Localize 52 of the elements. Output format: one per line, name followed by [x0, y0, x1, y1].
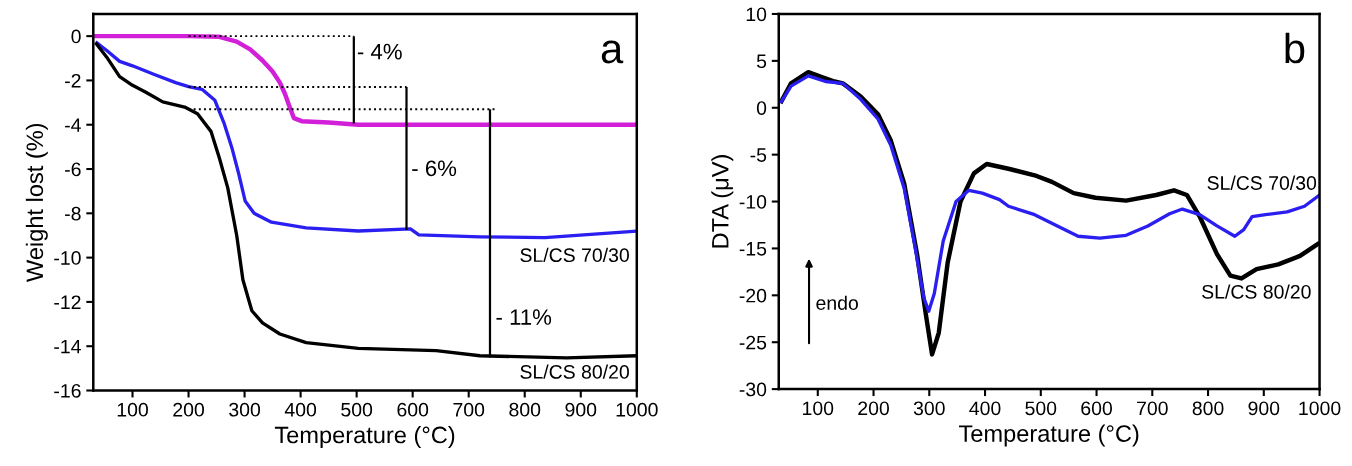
- x-tick-label: 600: [1081, 401, 1112, 416]
- annotation: - 4%: [357, 43, 402, 60]
- x-tick-label: 600: [397, 402, 429, 417]
- x-tick-label: 700: [453, 402, 485, 417]
- y-tick-label: -20: [739, 288, 767, 303]
- x-tick-label: 900: [1248, 401, 1280, 416]
- x-tick-label: 300: [229, 402, 261, 417]
- x-tick-label: 200: [173, 402, 204, 417]
- annotation: a: [601, 40, 624, 64]
- y-tick-label: -15: [739, 242, 767, 256]
- y-axis-title: DTA (μV): [711, 155, 734, 248]
- y-tick-label: -16: [54, 383, 81, 398]
- y-tick-label: -14: [54, 339, 81, 354]
- x-tick-label: 100: [117, 402, 148, 417]
- y-tick-label: -10: [54, 251, 81, 265]
- series-label: SL/CS 80/20: [520, 364, 629, 379]
- y-tick-label: -25: [739, 335, 767, 350]
- annotation: - 11%: [496, 309, 552, 325]
- y-tick-label: -10: [739, 195, 767, 209]
- x-tick-label: 700: [1137, 401, 1168, 416]
- y-tick-label: 0: [756, 101, 767, 115]
- annotation: b: [1285, 32, 1305, 64]
- x-tick-label: 400: [969, 401, 1001, 416]
- y-tick-label: 5: [756, 54, 767, 69]
- y-tick-label: -2: [65, 73, 81, 88]
- y-tick-label: -12: [54, 295, 81, 309]
- x-axis-title: Temperature (°C): [274, 425, 455, 448]
- y-tick-label: -8: [65, 206, 81, 221]
- series-label: SL/CS 70/30: [1207, 175, 1317, 190]
- y-tick-label: -5: [750, 148, 767, 162]
- series-label: SL/CS 80/20: [1202, 284, 1311, 299]
- x-tick-label: 900: [565, 402, 597, 417]
- x-tick-label: 800: [509, 402, 541, 417]
- y-tick-label: -6: [65, 162, 81, 177]
- x-tick-label: 200: [858, 401, 889, 416]
- x-tick-label: 500: [341, 402, 373, 417]
- y-tick-label: -4: [65, 118, 81, 132]
- x-tick-label: 1000: [1299, 401, 1341, 416]
- annotation: endo: [816, 295, 858, 310]
- y-tick-label: 0: [71, 29, 81, 44]
- series-label: SL/CS 70/30: [520, 247, 629, 263]
- y-axis-title: Weight lost (%): [25, 123, 48, 282]
- x-tick-label: 100: [803, 401, 834, 416]
- x-axis-title: Temperature (°C): [959, 424, 1139, 447]
- y-tick-label: -30: [739, 382, 767, 397]
- y-tick-label: 10: [746, 7, 767, 22]
- x-tick-label: 800: [1192, 401, 1224, 416]
- x-tick-label: 400: [284, 402, 317, 417]
- x-tick-label: 1000: [616, 402, 658, 417]
- annotation: - 6%: [412, 160, 457, 177]
- x-tick-label: 300: [913, 401, 945, 416]
- x-tick-label: 500: [1025, 401, 1057, 416]
